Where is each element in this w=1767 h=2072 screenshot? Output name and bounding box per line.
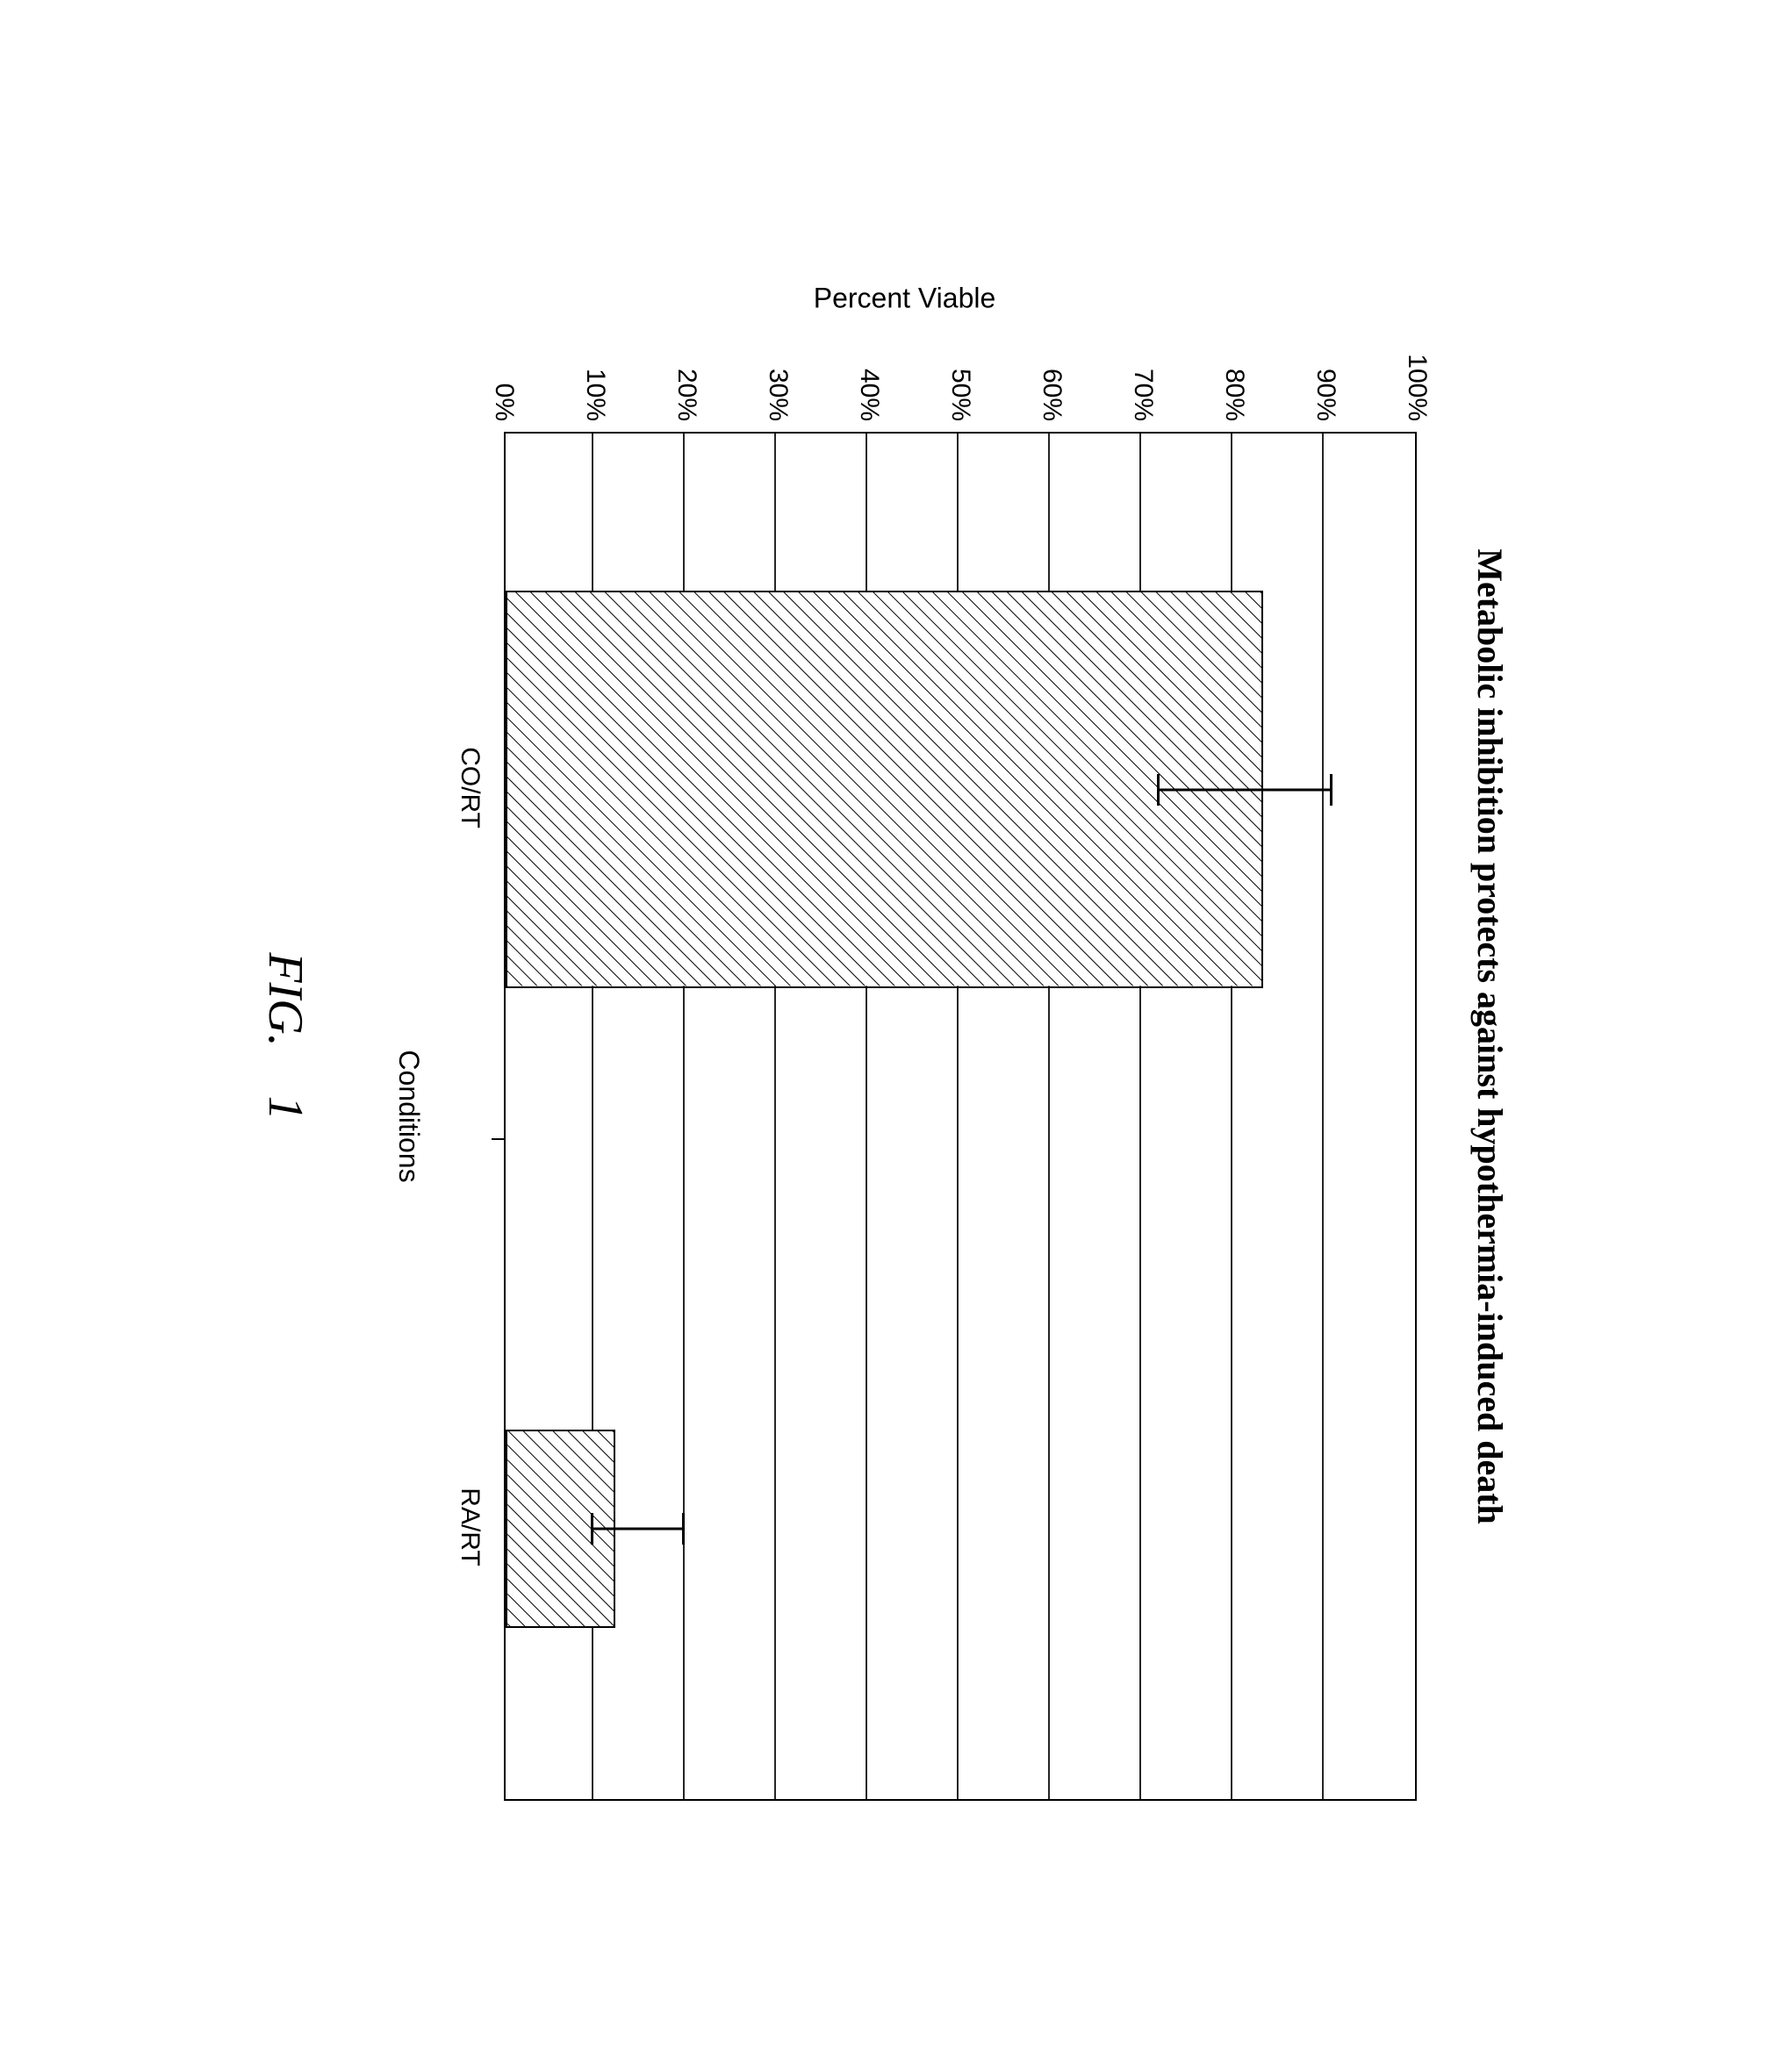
figure-caption: FIG. 1	[257, 952, 313, 1120]
y-tick-label: 10%	[580, 368, 610, 420]
x-tick-label: CO/RT	[455, 747, 485, 828]
x-axis-tick-labels: CO/RTRA/RT	[460, 432, 504, 1801]
y-tick-label: 90%	[1311, 368, 1340, 420]
y-tick-label: 50%	[945, 368, 975, 420]
y-axis-ticks: 100%90%80%70%60%50%40%30%20%10%0%	[504, 325, 1417, 432]
error-cap	[1330, 773, 1332, 805]
y-tick-label: 100%	[1402, 354, 1432, 421]
figure-caption-prefix: FIG.	[258, 952, 312, 1046]
page: Metabolic inhibition protects against hy…	[0, 0, 1767, 2072]
y-axis-label-container: Percent Viable	[392, 272, 1417, 325]
plot-area	[504, 432, 1417, 1801]
x-axis-label: Conditions	[392, 432, 425, 1801]
y-tick-label: 40%	[854, 368, 884, 420]
y-axis-label: Percent Viable	[813, 282, 995, 314]
y-tick-label: 70%	[1128, 368, 1158, 420]
rotated-figure-container: Metabolic inhibition protects against hy…	[257, 159, 1511, 1914]
gridline	[1322, 434, 1324, 1799]
figure-number: 1	[258, 1095, 312, 1120]
error-cap	[1156, 773, 1159, 805]
y-tick-label: 0%	[489, 383, 519, 420]
error-cap	[682, 1513, 685, 1545]
error-bar	[593, 1527, 685, 1530]
plot-column: CO/RTRA/RT Conditions	[392, 432, 1417, 1801]
bar	[506, 591, 1263, 987]
chart-body: Percent Viable 100%90%80%70%60%50%40%30%…	[392, 272, 1417, 1801]
error-bar	[1159, 788, 1332, 791]
figure: Metabolic inhibition protects against hy…	[257, 159, 1511, 1914]
y-tick-label: 20%	[672, 368, 701, 420]
error-cap	[591, 1513, 593, 1545]
y-tick-label: 80%	[1219, 368, 1249, 420]
y-tick-label: 60%	[1037, 368, 1067, 420]
chart-title: Metabolic inhibition protects against hy…	[1469, 159, 1511, 1914]
x-tick-label: RA/RT	[455, 1488, 485, 1566]
y-tick-label: 30%	[763, 368, 793, 420]
